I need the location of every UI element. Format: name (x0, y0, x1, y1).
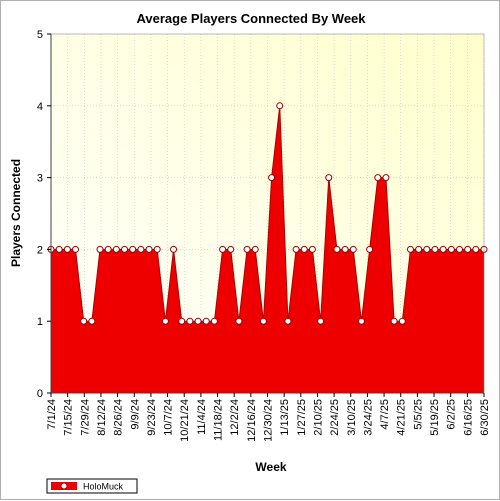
x-tick-label: 9/23/24 (146, 399, 158, 436)
x-tick-label: 10/7/24 (163, 399, 175, 436)
data-point (406, 245, 414, 253)
y-tick-label: 1 (37, 316, 43, 328)
x-tick-label: 12/30/24 (263, 399, 275, 442)
data-point (300, 245, 308, 253)
x-tick-label: 2/10/25 (312, 399, 324, 436)
data-point (72, 245, 80, 253)
data-point (423, 245, 431, 253)
data-point (186, 317, 194, 325)
x-tick-label: 3/24/25 (362, 399, 374, 436)
x-tick-label: 11/18/24 (213, 399, 225, 441)
x-tick-label: 4/7/25 (379, 399, 391, 430)
x-tick-label: 1/27/25 (296, 399, 308, 436)
data-point (317, 317, 325, 325)
y-tick-label: 4 (37, 101, 43, 113)
y-axis-label: Players Connected (9, 159, 23, 267)
data-point (96, 245, 104, 253)
data-point (325, 174, 333, 182)
data-point (292, 245, 300, 253)
data-point (104, 245, 112, 253)
data-point (227, 245, 235, 253)
data-point (121, 245, 129, 253)
data-point (259, 317, 267, 325)
x-tick-label: 7/15/24 (63, 399, 75, 436)
y-tick-label: 5 (37, 29, 43, 41)
data-point (333, 245, 341, 253)
chart-title: Average Players Connected By Week (136, 11, 366, 26)
data-point (431, 245, 439, 253)
data-point (398, 317, 406, 325)
data-point (219, 245, 227, 253)
x-tick-label: 5/19/25 (429, 399, 441, 436)
data-point (63, 245, 71, 253)
legend-marker (60, 482, 68, 490)
data-point (153, 245, 161, 253)
x-tick-label: 9/9/24 (129, 399, 141, 430)
data-point (374, 174, 382, 182)
data-point (464, 245, 472, 253)
x-tick-label: 5/5/25 (412, 399, 424, 430)
data-point (268, 174, 276, 182)
x-tick-label: 8/12/24 (96, 399, 108, 436)
data-point (194, 317, 202, 325)
data-point (308, 245, 316, 253)
x-tick-label: 8/26/24 (113, 399, 125, 436)
data-point (170, 245, 178, 253)
data-point (415, 245, 423, 253)
x-tick-label: 11/4/24 (196, 399, 208, 435)
legend-entry-holomuck: HoloMuck (83, 482, 124, 492)
x-tick-label: 12/16/24 (246, 399, 258, 442)
data-point (202, 317, 210, 325)
data-point (88, 317, 96, 325)
data-point (145, 245, 153, 253)
data-point (284, 317, 292, 325)
x-tick-label: 6/2/25 (446, 399, 458, 430)
data-point (251, 245, 259, 253)
y-tick-label: 0 (37, 388, 43, 400)
data-point (349, 245, 357, 253)
x-tick-label: 10/21/24 (179, 399, 191, 442)
data-point (55, 245, 63, 253)
data-point (137, 245, 145, 253)
y-tick-label: 3 (37, 173, 43, 185)
x-tick-label: 7/29/24 (79, 399, 91, 436)
data-point (210, 317, 218, 325)
data-point (366, 245, 374, 253)
legend: HoloMuck (46, 478, 138, 494)
data-point (178, 317, 186, 325)
data-point (357, 317, 365, 325)
x-tick-label: 1/13/25 (279, 399, 291, 436)
data-point (129, 245, 137, 253)
x-tick-label: 6/30/25 (479, 399, 491, 436)
data-point (447, 245, 455, 253)
y-tick-label: 2 (37, 244, 43, 256)
data-point (341, 245, 349, 253)
data-point (472, 245, 480, 253)
data-point (439, 245, 447, 253)
data-point (112, 245, 120, 253)
data-point (276, 102, 284, 110)
x-tick-label: 12/2/24 (229, 399, 241, 436)
data-point (161, 317, 169, 325)
data-point (455, 245, 463, 253)
data-point (80, 317, 88, 325)
data-point (390, 317, 398, 325)
x-tick-label: 4/21/25 (396, 399, 408, 436)
data-point (243, 245, 251, 253)
x-axis-label: Week (255, 460, 286, 474)
plot-area: 0 1 2 3 4 5 7/1/24 7/15/24 7/29/24 8/12/24 8/26/24… (37, 29, 491, 442)
data-point (382, 174, 390, 182)
data-point (235, 317, 243, 325)
x-tick-label: 7/1/24 (46, 399, 58, 430)
x-tick-label: 3/10/25 (346, 399, 358, 436)
x-tick-label: 6/16/25 (462, 399, 474, 436)
x-tick-label: 2/24/25 (329, 399, 341, 436)
